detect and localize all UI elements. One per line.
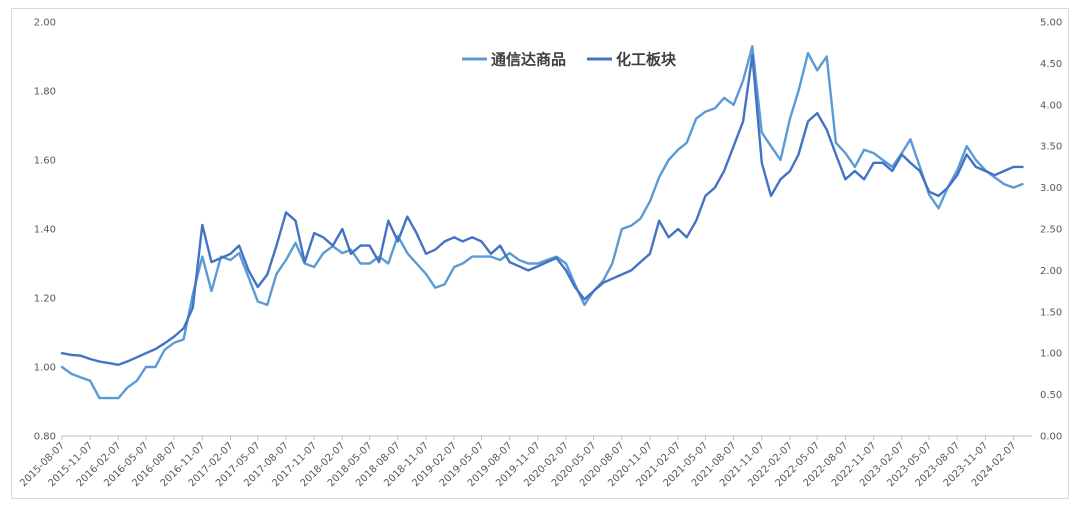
legend: 通信达商品 化工板块 <box>462 51 677 69</box>
y-right-tick-label: 1.00 <box>1040 349 1062 360</box>
y-right-tick-label: 0.50 <box>1040 390 1062 401</box>
chart-frame <box>11 8 1069 499</box>
y-right-tick-label: 4.00 <box>1040 100 1062 111</box>
series-layer <box>60 45 1024 400</box>
legend-label-2: 化工板块 <box>616 51 677 69</box>
y-right-tick-label: 4.50 <box>1040 59 1062 70</box>
y-left-tick-label: 1.20 <box>34 294 56 305</box>
y-right-tick-label: 0.00 <box>1040 432 1062 443</box>
y-right-tick-label: 3.50 <box>1040 142 1062 153</box>
legend-label-1: 通信达商品 <box>491 51 566 69</box>
y-right-tick-label: 1.50 <box>1040 307 1062 318</box>
series-line-1 <box>60 45 1024 400</box>
y-right-tick-label: 5.00 <box>1040 18 1062 29</box>
y-left-tick-label: 1.40 <box>34 225 56 236</box>
y-right-tick-label: 2.00 <box>1040 266 1062 277</box>
x-axis: 2015-08-072015-11-072016-02-072016-05-07… <box>18 436 1019 489</box>
y-right-tick-label: 3.00 <box>1040 183 1062 194</box>
y-left-tick-label: 1.60 <box>34 156 56 167</box>
y-left-tick-label: 1.00 <box>34 363 56 374</box>
y-right-tick-label: 2.50 <box>1040 225 1062 236</box>
series-line-2 <box>60 53 1024 366</box>
y-left-tick-label: 1.80 <box>34 87 56 98</box>
y-axis-right: 0.00 0.50 1.00 1.50 2.00 2.50 3.00 3.50 4.00 4.50… <box>1040 18 1062 443</box>
y-left-tick-label: 0.80 <box>34 432 56 443</box>
y-left-tick-label: 2.00 <box>34 18 56 29</box>
y-axis-left: 0.80 1.00 1.20 1.40 1.60 1.80 2.00 <box>34 18 56 443</box>
